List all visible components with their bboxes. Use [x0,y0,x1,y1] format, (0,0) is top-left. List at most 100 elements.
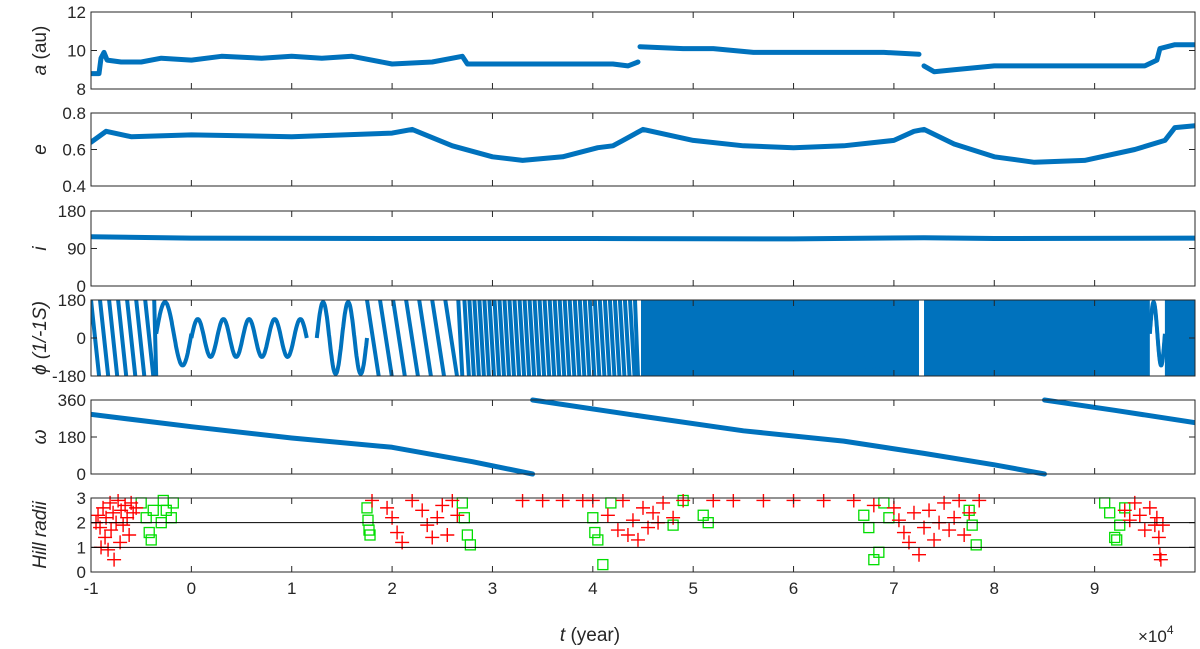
red-plus-point [515,494,530,508]
red-plus-point [756,494,771,508]
plot-area [91,42,1195,77]
x-tick-label: 8 [990,579,999,598]
y-tick-label: 0.6 [62,141,86,160]
circulation-band [771,299,916,377]
red-plus-point [122,528,137,542]
series-line [530,397,1047,477]
series-line [91,123,1195,165]
y-tick-label: 0 [77,329,86,348]
y-axis-label-unit: (1/-1S) [30,301,51,364]
y-axis-label-var: ω [30,429,51,444]
red-plus-point [450,508,465,523]
panel-frame [90,299,1196,377]
red-plus-point [106,505,121,520]
green-square-point [1104,507,1116,519]
panel-e: 0.4 0.6 0.8 e [30,104,1196,196]
red-plus-point [706,494,721,508]
y-tick-label: 10 [67,42,86,61]
red-plus-point [555,494,570,508]
y-tick-label: 180 [58,291,86,310]
red-plus-point [962,505,977,520]
red-plus-point [600,508,615,523]
circulation-band [91,299,159,377]
x-tick-label: 3 [488,579,497,598]
x-tick-label: 7 [889,579,898,598]
red-plus-point [415,503,430,518]
y-tick-label: 1 [77,538,86,557]
y-axis-label: Hill radii [30,500,51,568]
red-plus-point [957,528,972,542]
red-plus-point [129,500,144,515]
green-square-point [970,539,982,551]
libration-curve [189,317,309,359]
red-plus-point [118,498,133,513]
red-plus-point [1117,503,1132,518]
x-tick-label: 4 [588,579,597,598]
y-tick-label: 0 [77,465,86,484]
plot-area [91,123,1195,165]
red-plus-point [610,523,625,538]
red-plus-point [846,494,861,508]
x-tick-label: 6 [789,579,798,598]
green-square-point [1099,497,1111,509]
series-line [91,411,536,477]
x-axis-label-var: t [560,625,566,646]
y-axis-label-var: a [30,65,51,76]
panel-frame [90,497,1196,573]
red-plus-point [625,513,640,528]
y-tick-label: 180 [58,202,86,221]
y-tick-label: 0 [77,563,86,582]
panel-frame [90,112,1196,187]
red-plus-point [104,523,119,538]
green-square-point [1114,519,1126,531]
y-axis-label: ω [30,429,51,444]
red-plus-point [927,532,942,547]
red-plus-point [896,525,911,540]
plot-area [91,494,1170,571]
y-tick-label: -180 [52,367,86,386]
red-plus-point [96,500,111,515]
red-plus-point [111,494,126,508]
panel-frame [90,210,1196,287]
green-square-point [966,519,978,531]
red-plus-point [922,503,937,518]
panel-omega: 0 180 360 ω [30,391,1196,484]
libration-curve [154,300,194,368]
svg-text:t (year): t (year) [560,625,620,646]
x-axis-exponent: ×104 [1138,623,1174,646]
green-square-point [597,558,609,571]
libration-curve [1147,300,1167,368]
green-square-point [167,497,179,509]
plot-area [91,299,1195,377]
green-square-point [364,529,376,541]
red-plus-point [816,494,831,508]
red-plus-point [1142,500,1157,515]
plot-area [91,234,1195,242]
red-plus-point [1137,523,1152,538]
y-tick-label: 12 [67,3,86,22]
x-exponent-power: 4 [1167,623,1174,637]
red-plus-point [435,498,450,513]
y-tick-label: 360 [58,391,86,410]
circulation-band [462,299,640,377]
panel-phi: -180 0 180 ϕ (1/-1S) [30,291,1196,386]
y-axis-label-var: Hill radii [30,500,51,568]
green-square-point [605,497,617,509]
y-axis-label-unit: (au) [30,26,51,65]
green-square-point [592,534,604,546]
green-square-point [147,504,159,516]
green-square-point [858,509,870,521]
green-square-point [589,526,601,539]
panel-a: 8 10 12 a (au) [30,3,1196,99]
red-plus-point [380,500,395,515]
red-plus-point [646,505,661,520]
x-tick-label: 1 [287,579,296,598]
red-plus-point [98,530,113,545]
green-square-point [456,497,468,509]
y-tick-label: 0.4 [62,177,86,196]
red-plus-point [365,494,380,508]
y-tick-label: 2 [77,514,86,533]
red-plus-point [91,508,106,523]
